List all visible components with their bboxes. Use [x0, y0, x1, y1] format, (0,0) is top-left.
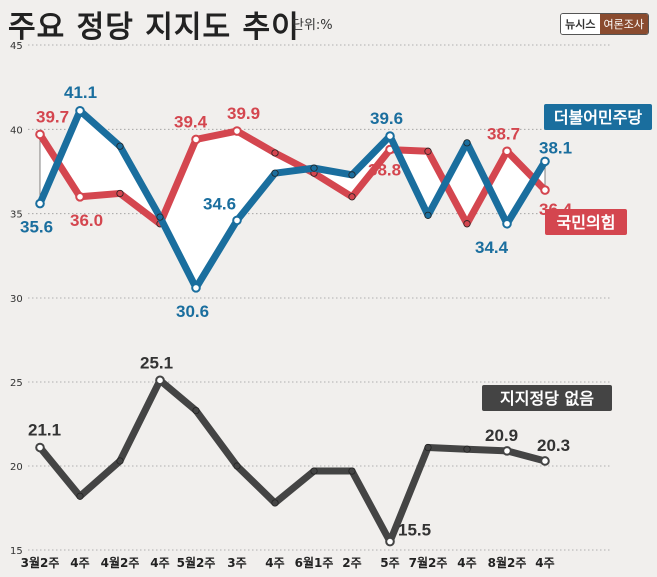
- none-point: [271, 499, 279, 507]
- y-tick-label: 35: [10, 210, 23, 221]
- ppp-value-label: 39.7: [36, 107, 69, 126]
- ppp-point: [35, 129, 45, 140]
- none-legend-box: [482, 385, 612, 411]
- democratic-legend-label: 더불어민주당: [554, 108, 643, 127]
- logo-brand: 뉴시스: [561, 14, 600, 34]
- x-tick-label: 3주: [227, 556, 246, 570]
- democratic-point: [156, 213, 164, 221]
- y-tick-label: 25: [10, 378, 23, 389]
- ppp-point: [424, 147, 432, 155]
- chart-title: 주요 정당 지지도 추이: [8, 10, 300, 45]
- democratic-legend-box: [544, 104, 652, 130]
- ppp-legend-label: 국민의힘: [557, 213, 616, 232]
- ppp-value-label: 38.8: [368, 161, 401, 180]
- ppp-point: [348, 193, 356, 201]
- y-tick-label: 15: [10, 546, 23, 557]
- democratic-point: [348, 171, 356, 179]
- democratic-point: [232, 215, 242, 226]
- x-tick-label: 8월2주: [488, 555, 527, 570]
- none-value-label: 20.9: [485, 426, 518, 445]
- x-tick-label: 4월2주: [101, 555, 140, 570]
- x-tick-label: 2주: [342, 556, 361, 570]
- source-logo: 뉴시스 여론조사: [560, 13, 649, 35]
- none-point: [502, 446, 512, 456]
- ppp-point: [540, 185, 550, 195]
- ppp-value-label: 39.9: [227, 104, 260, 123]
- x-tick-label: 7월2주: [409, 555, 448, 570]
- democratic-point: [540, 156, 550, 167]
- x-tick-label: 4주: [150, 556, 169, 570]
- none-value-label: 25.1: [140, 353, 173, 372]
- democratic-point: [502, 218, 512, 229]
- ppp-point: [191, 134, 201, 145]
- none-value-label: 21.1: [28, 421, 61, 440]
- x-tick-label: 6월1주: [295, 555, 334, 570]
- gap-fill-area: [39, 110, 546, 289]
- y-tick-label: 45: [10, 41, 23, 52]
- democratic-point: [35, 198, 45, 209]
- unit-label: 단위:%: [292, 18, 333, 33]
- ppp-point: [232, 126, 242, 136]
- ppp-point: [502, 146, 512, 157]
- ppp-point: [75, 192, 85, 202]
- y-tick-label: 40: [10, 125, 23, 136]
- ppp-point: [116, 189, 124, 198]
- none-point: [424, 443, 432, 452]
- x-tick-label: 4주: [265, 556, 284, 570]
- ppp-point: [271, 149, 279, 157]
- logo-tag: 여론조사: [599, 14, 648, 34]
- democratic-point: [385, 131, 395, 141]
- x-tick-label: 5주: [380, 556, 399, 570]
- y-tick-label: 20: [10, 462, 23, 473]
- democratic-point: [463, 139, 471, 147]
- none-point: [192, 406, 200, 415]
- democratic-value-label: 34.4: [475, 238, 509, 257]
- none-point: [310, 467, 318, 475]
- democratic-point: [271, 169, 279, 177]
- democratic-point: [116, 142, 124, 150]
- democratic-point: [310, 164, 318, 172]
- none-point: [348, 467, 356, 475]
- none-point: [385, 536, 395, 547]
- x-tick-label: 3월2주: [21, 555, 60, 570]
- none-point: [76, 492, 84, 500]
- none-value-label: 20.3: [537, 436, 570, 455]
- democratic-value-label: 30.6: [176, 302, 209, 321]
- ppp-value-label: 36.0: [70, 211, 103, 230]
- x-tick-label: 4주: [70, 556, 89, 570]
- democratic-point: [424, 211, 432, 219]
- none-point: [233, 462, 241, 470]
- ppp-legend-box: [545, 209, 627, 235]
- x-tick-label: 4주: [457, 556, 476, 570]
- democratic-value-label: 39.6: [370, 109, 403, 128]
- x-tick-label: 5월2주: [177, 555, 216, 570]
- none-point: [116, 457, 124, 465]
- none-legend-label: 지지정당 없음: [500, 389, 594, 408]
- y-tick-label: 30: [10, 294, 23, 305]
- ppp-point: [463, 220, 471, 228]
- none-point: [155, 375, 165, 386]
- none-point: [463, 445, 471, 453]
- none-value-label: 15.5: [398, 521, 431, 540]
- none-line: [36, 376, 549, 546]
- democratic-value-label: 38.1: [539, 138, 572, 157]
- x-tick-label: 4주: [535, 556, 554, 570]
- democratic-line: [36, 107, 549, 292]
- democratic-point: [75, 105, 85, 116]
- none-point: [35, 442, 45, 453]
- democratic-value-label: 41.1: [64, 83, 97, 102]
- democratic-point: [191, 283, 201, 293]
- ppp-line: [36, 127, 549, 228]
- ppp-value-label: 38.7: [487, 124, 520, 143]
- none-point: [540, 456, 550, 466]
- democratic-value-label: 35.6: [20, 218, 53, 237]
- ppp-value-label: 39.4: [174, 112, 208, 131]
- democratic-value-label: 34.6: [203, 194, 236, 213]
